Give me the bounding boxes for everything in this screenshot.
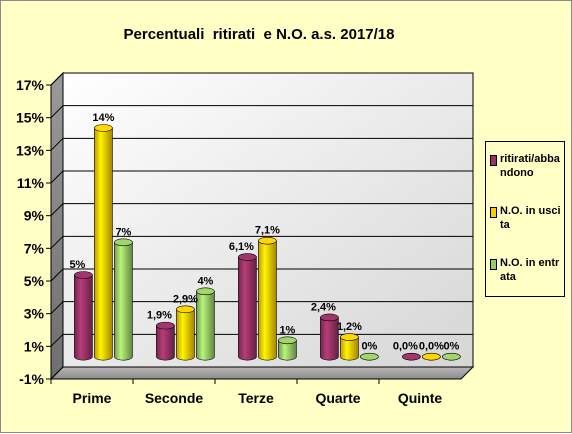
y-tick-label: 13% [16, 142, 45, 158]
gridline [50, 72, 473, 86]
bar-top [74, 271, 93, 279]
bar-top [156, 321, 175, 330]
bar-top [114, 238, 133, 247]
chart-title: Percentuali ritirati e N.O. a.s. 2017/18 [124, 26, 395, 43]
floor [49, 366, 475, 380]
bar-body [114, 242, 133, 361]
bar [360, 352, 379, 361]
bar-top [402, 352, 421, 361]
gridline [50, 137, 473, 151]
data-label: 1,2% [337, 321, 362, 333]
bar [94, 124, 113, 361]
gridline [50, 235, 473, 249]
bar-body [278, 340, 297, 361]
bar [176, 305, 195, 361]
bar [196, 287, 215, 361]
bar-top [320, 313, 339, 322]
data-label: 0% [361, 341, 377, 353]
y-tick-label: 1% [24, 338, 45, 354]
data-label: 14% [92, 112, 114, 124]
y-tick-label: 3% [24, 306, 45, 322]
y-tick-label: 17% [16, 77, 45, 93]
bar-top [340, 333, 359, 341]
bar-top [94, 124, 113, 132]
y-tick-label: 9% [24, 208, 45, 224]
bar [442, 352, 461, 361]
data-label: 0,0% [393, 341, 418, 353]
x-axis-categories: Prime Seconde Terze Quarte Quinte [50, 379, 443, 406]
legend-swatch [490, 207, 497, 218]
data-label: 1,9% [147, 310, 172, 322]
x-category-label: Terze [238, 390, 274, 406]
bar-top [422, 352, 441, 361]
bar-body [156, 325, 175, 361]
x-category-label: Prime [73, 390, 112, 406]
data-label: 5% [69, 259, 85, 271]
plot-walls [49, 71, 475, 381]
bar [156, 321, 175, 361]
bar-top [442, 352, 461, 361]
y-tick-label: 7% [24, 240, 45, 256]
y-axis-ticks: -1% 1% 3% 5% 7% 9% 11% 13% 15% 17% [16, 77, 52, 387]
legend-label: ritirati/abbandono [500, 153, 560, 179]
bar [402, 352, 421, 361]
data-label: 2,9% [173, 293, 198, 305]
data-labels: 5%14%7%1,9%2,9%4%6,1%7,1%1%2,4%1,2%0% 0,0… [69, 112, 459, 353]
legend-swatch [490, 259, 497, 270]
bar [238, 253, 257, 361]
legend-label: N.O. in uscita [500, 205, 561, 231]
bar-top [258, 236, 277, 245]
bar-top [360, 352, 379, 361]
bars [74, 124, 461, 361]
data-label: 2,4% [311, 301, 336, 313]
bar [320, 313, 339, 361]
data-label: 0,0% [419, 341, 444, 353]
bar [114, 238, 133, 361]
bar-body [340, 336, 359, 361]
x-category-label: Quinte [398, 390, 443, 406]
bar-top [278, 336, 297, 345]
data-label: 6,1% [229, 241, 254, 253]
data-label: 7% [115, 226, 131, 238]
bar-body [176, 309, 195, 361]
bar-body [320, 317, 339, 361]
bar-body [258, 240, 277, 361]
bar [340, 333, 359, 361]
bar-top [176, 305, 195, 314]
legend-swatch [490, 155, 497, 166]
y-tick-label: 5% [24, 273, 45, 289]
legend: ritirati/abbandono N.O. in uscita N.O. in … [485, 141, 565, 297]
gridline [50, 268, 473, 282]
bar-body [238, 256, 257, 361]
data-label: 1% [279, 324, 295, 336]
gridline [50, 170, 473, 184]
bar-body [74, 274, 93, 361]
bar [74, 271, 93, 361]
bar-top [238, 253, 257, 261]
legend-label: N.O. in entrata [500, 257, 560, 283]
data-label: 0% [443, 341, 459, 353]
bar [422, 352, 441, 361]
x-category-label: Quarte [315, 390, 360, 406]
gridline [50, 301, 473, 315]
gridline [50, 105, 473, 119]
gridline [50, 366, 473, 380]
x-category-label: Seconde [145, 390, 204, 406]
data-label: 7,1% [255, 225, 280, 237]
data-label: 4% [197, 275, 213, 287]
y-tick-label: 15% [16, 110, 45, 126]
gridline [50, 203, 473, 217]
bar-top [196, 287, 215, 296]
bar [258, 236, 277, 361]
bar-body [196, 291, 215, 361]
bar-body [94, 127, 113, 361]
y-tick-label: -1% [19, 371, 44, 387]
bar [278, 336, 297, 361]
y-tick-label: 11% [17, 175, 45, 191]
gridlines [50, 72, 473, 380]
side-wall [50, 71, 64, 381]
